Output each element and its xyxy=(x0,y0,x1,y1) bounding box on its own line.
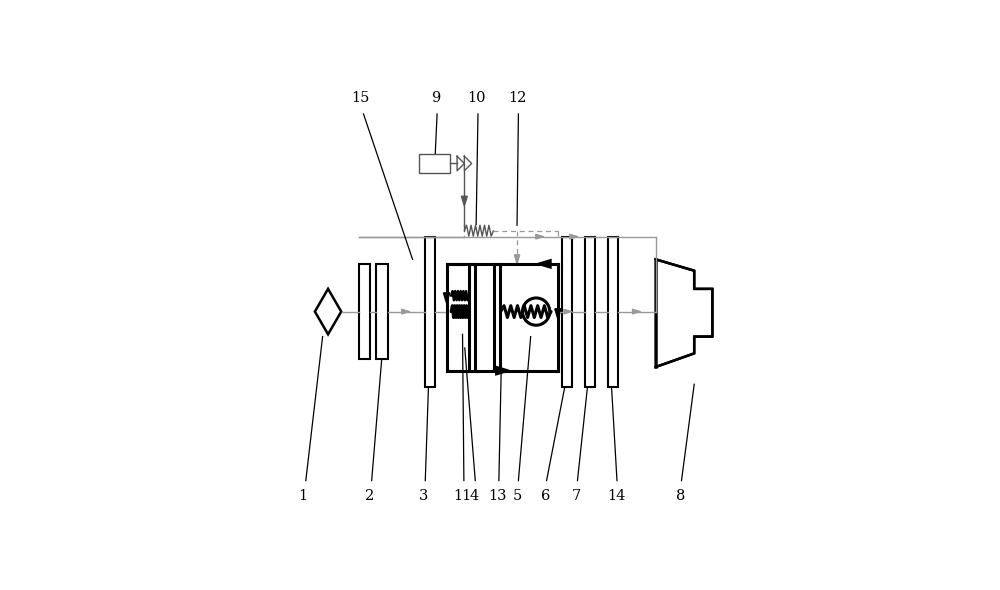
Text: 4: 4 xyxy=(469,489,479,503)
Polygon shape xyxy=(536,234,544,239)
Text: 8: 8 xyxy=(676,489,685,503)
Circle shape xyxy=(522,298,550,325)
Text: 7: 7 xyxy=(571,489,581,503)
Bar xyxy=(425,237,435,386)
Bar xyxy=(585,237,595,386)
Polygon shape xyxy=(564,309,572,314)
Polygon shape xyxy=(632,309,641,314)
Polygon shape xyxy=(444,293,450,303)
Text: 9: 9 xyxy=(431,91,440,105)
Text: 2: 2 xyxy=(365,489,374,503)
Polygon shape xyxy=(461,196,467,206)
Polygon shape xyxy=(555,309,561,319)
Bar xyxy=(562,237,572,386)
Polygon shape xyxy=(570,234,578,239)
Text: 10: 10 xyxy=(467,91,485,105)
Text: 15: 15 xyxy=(351,91,369,105)
Polygon shape xyxy=(656,260,712,367)
Text: 11: 11 xyxy=(453,489,472,503)
Text: 3: 3 xyxy=(419,489,429,503)
Polygon shape xyxy=(496,367,509,375)
Bar xyxy=(419,154,450,173)
Text: 6: 6 xyxy=(541,489,550,503)
Bar xyxy=(376,264,388,359)
Polygon shape xyxy=(538,260,551,268)
Text: 12: 12 xyxy=(508,91,526,105)
Polygon shape xyxy=(315,289,341,335)
Polygon shape xyxy=(514,255,520,264)
Bar xyxy=(359,264,370,359)
Text: 13: 13 xyxy=(489,489,507,503)
Text: 14: 14 xyxy=(607,489,625,503)
Bar xyxy=(608,237,618,386)
Text: 1: 1 xyxy=(298,489,307,503)
Polygon shape xyxy=(402,309,410,314)
Text: 5: 5 xyxy=(512,489,522,503)
